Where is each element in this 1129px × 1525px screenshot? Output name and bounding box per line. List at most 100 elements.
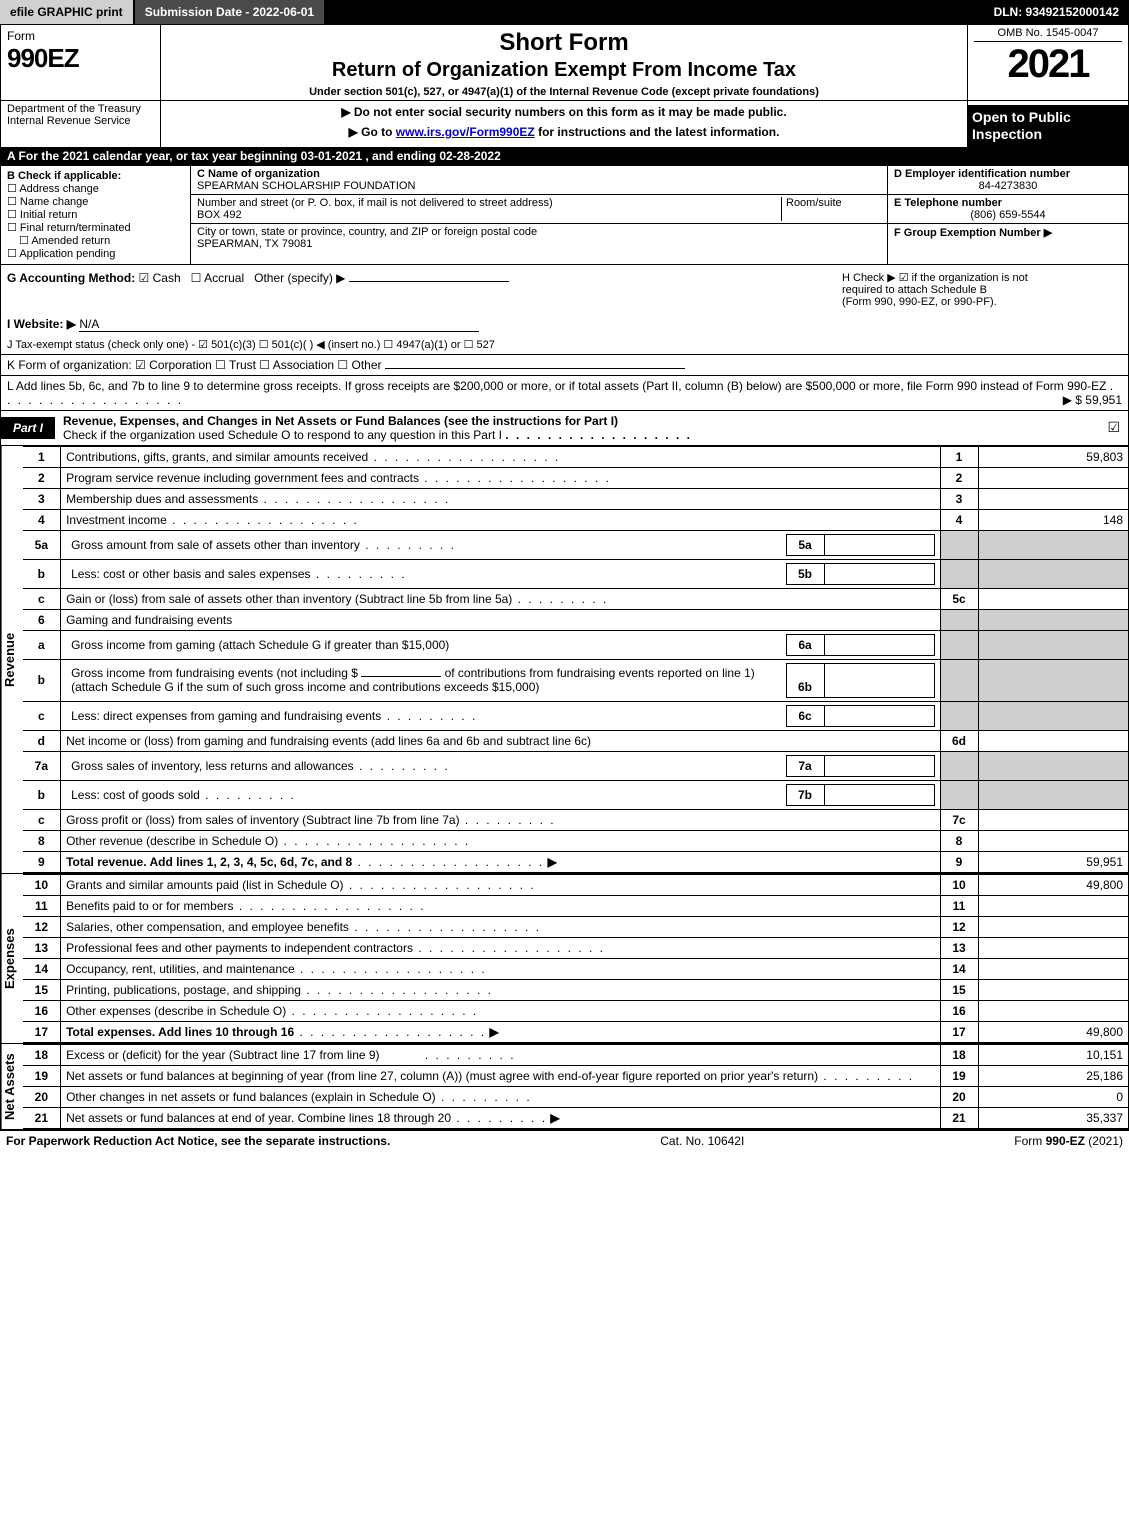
part1-tag: Part I — [1, 417, 55, 439]
line-6-desc: Gaming and fundraising events — [61, 609, 940, 630]
line-15-desc: Printing, publications, postage, and shi… — [66, 983, 301, 997]
line-7b-shaded2 — [978, 780, 1128, 809]
line-18-desc: Excess or (deficit) for the year (Subtra… — [66, 1048, 379, 1062]
row-a-tax-year: A For the 2021 calendar year, or tax yea… — [1, 147, 1128, 165]
omb-number: OMB No. 1545-0047 — [974, 27, 1122, 42]
line-6b-shaded2 — [978, 659, 1128, 701]
dept-treasury: Department of the Treasury — [7, 103, 154, 115]
line-1-num: 1 — [23, 446, 61, 467]
line-15-num: 15 — [23, 979, 61, 1000]
form-header: Form 990EZ Short Form Return of Organiza… — [1, 25, 1128, 100]
line-5c-box: 5c — [940, 588, 978, 609]
line-20-amt: 0 — [978, 1086, 1128, 1107]
line-5b-num: b — [23, 559, 61, 588]
line-4-desc: Investment income — [66, 513, 167, 527]
line-14-desc: Occupancy, rent, utilities, and maintena… — [66, 962, 295, 976]
line-7b-num: b — [23, 780, 61, 809]
checkbox-amended-return[interactable]: Amended return — [19, 234, 184, 247]
line-18-box: 18 — [940, 1044, 978, 1065]
checkbox-accrual[interactable]: Accrual — [191, 271, 244, 285]
line-6a-desc: Gross income from gaming (attach Schedul… — [66, 634, 786, 655]
part1-title: Revenue, Expenses, and Changes in Net As… — [63, 414, 618, 428]
line-9-amt: 59,951 — [978, 851, 1128, 872]
line-7a-desc: Gross sales of inventory, less returns a… — [71, 759, 354, 773]
footer: For Paperwork Reduction Act Notice, see … — [0, 1130, 1129, 1151]
line-6c-desc: Less: direct expenses from gaming and fu… — [71, 709, 381, 723]
row-j: J Tax-exempt status (check only one) - ☑… — [1, 335, 1128, 354]
line-16-desc: Other expenses (describe in Schedule O) — [66, 1004, 286, 1018]
line-7c-box: 7c — [940, 809, 978, 830]
line-5a-ival — [824, 534, 934, 555]
h-line1: H Check ▶ ☑ if the organization is not — [842, 271, 1122, 284]
checkbox-initial-return[interactable]: Initial return — [7, 208, 184, 221]
line-17-num: 17 — [23, 1021, 61, 1042]
street-value: BOX 492 — [197, 209, 781, 221]
line-1-desc: Contributions, gifts, grants, and simila… — [66, 450, 368, 464]
line-6c-num: c — [23, 701, 61, 730]
line-15-box: 15 — [940, 979, 978, 1000]
footer-left: For Paperwork Reduction Act Notice, see … — [6, 1134, 390, 1148]
line-11-desc: Benefits paid to or for members — [66, 899, 233, 913]
g-label: G Accounting Method: — [7, 271, 135, 285]
section-b: B Check if applicable: Address change Na… — [1, 166, 191, 264]
checkbox-name-change[interactable]: Name change — [7, 195, 184, 208]
under-section-note: Under section 501(c), 527, or 4947(a)(1)… — [165, 86, 963, 98]
line-14-amt — [978, 958, 1128, 979]
open-to-public: Open to Public Inspection — [968, 105, 1128, 147]
netassets-label: Net Assets — [1, 1044, 23, 1129]
line-8-amt — [978, 830, 1128, 851]
checkbox-final-return[interactable]: Final return/terminated — [7, 221, 184, 234]
short-form-title: Short Form — [165, 29, 963, 57]
line-19-box: 19 — [940, 1065, 978, 1086]
efile-print-button[interactable]: efile GRAPHIC print — [0, 0, 135, 24]
line-10-num: 10 — [23, 874, 61, 895]
line-6b-shaded — [940, 659, 978, 701]
line-3-desc: Membership dues and assessments — [66, 492, 258, 506]
line-21-box: 21 — [940, 1107, 978, 1128]
line-7b-desc: Less: cost of goods sold — [71, 788, 200, 802]
line-5a-ibox: 5a — [786, 534, 824, 555]
form-body: Form 990EZ Short Form Return of Organiza… — [0, 24, 1129, 1130]
irs-link[interactable]: www.irs.gov/Form990EZ — [396, 125, 535, 139]
line-7b-shaded — [940, 780, 978, 809]
row-i: I Website: ▶ N/A — [1, 314, 1128, 335]
city-value: SPEARMAN, TX 79081 — [197, 238, 881, 250]
goto-instructions: ▶ Go to www.irs.gov/Form990EZ for instru… — [349, 125, 780, 139]
line-6c-shaded — [940, 701, 978, 730]
line-18-num: 18 — [23, 1044, 61, 1065]
line-5b-shaded — [940, 559, 978, 588]
return-title: Return of Organization Exempt From Incom… — [165, 59, 963, 82]
revenue-label: Revenue — [1, 446, 23, 873]
line-11-box: 11 — [940, 895, 978, 916]
revenue-table: 1 Contributions, gifts, grants, and simi… — [23, 446, 1128, 873]
line-13-num: 13 — [23, 937, 61, 958]
line-4-box: 4 — [940, 509, 978, 530]
line-5b-shaded2 — [978, 559, 1128, 588]
org-name: SPEARMAN SCHOLARSHIP FOUNDATION — [197, 180, 881, 192]
room-suite-label: Room/suite — [781, 197, 881, 221]
line-3-box: 3 — [940, 488, 978, 509]
line-7a-ibox: 7a — [786, 755, 824, 776]
line-6c-shaded2 — [978, 701, 1128, 730]
line-1-box: 1 — [940, 446, 978, 467]
line-5b-desc: Less: cost or other basis and sales expe… — [71, 567, 310, 581]
line-5a-num: 5a — [23, 530, 61, 559]
line-5a-shaded2 — [978, 530, 1128, 559]
line-12-num: 12 — [23, 916, 61, 937]
line-12-desc: Salaries, other compensation, and employ… — [66, 920, 349, 934]
line-6d-box: 6d — [940, 730, 978, 751]
phone-value: (806) 659-5544 — [894, 209, 1122, 221]
part1-header: Part I Revenue, Expenses, and Changes in… — [1, 410, 1128, 446]
checkbox-address-change[interactable]: Address change — [7, 182, 184, 195]
checkbox-application-pending[interactable]: Application pending — [7, 247, 184, 260]
line-7a-num: 7a — [23, 751, 61, 780]
line-16-box: 16 — [940, 1000, 978, 1021]
line-2-box: 2 — [940, 467, 978, 488]
line-8-desc: Other revenue (describe in Schedule O) — [66, 834, 278, 848]
line-6c-ibox: 6c — [786, 705, 824, 726]
other-specify: Other (specify) ▶ — [254, 271, 345, 285]
line-12-box: 12 — [940, 916, 978, 937]
line-7b-ibox: 7b — [786, 784, 824, 805]
checkbox-cash[interactable]: Cash — [139, 271, 181, 285]
h-line2: required to attach Schedule B — [842, 284, 1122, 296]
